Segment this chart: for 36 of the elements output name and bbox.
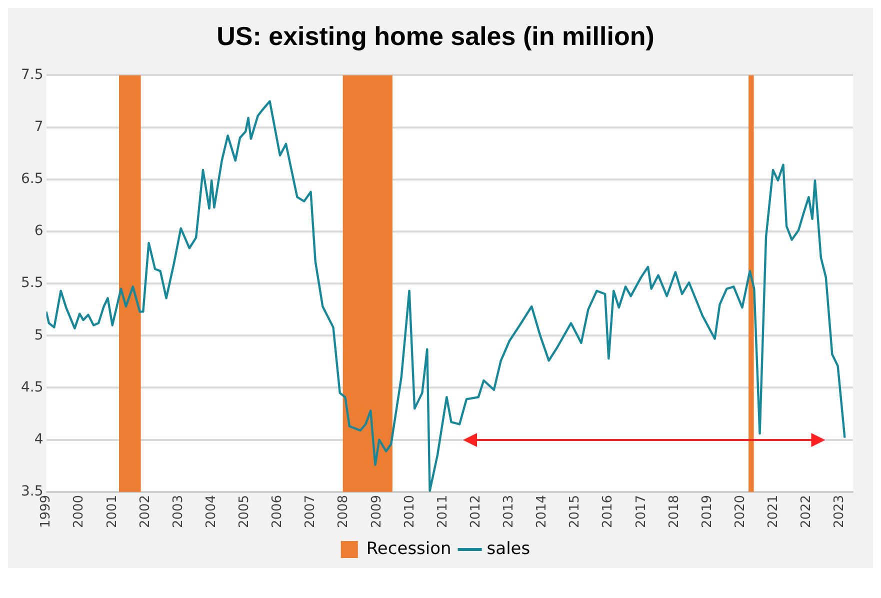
x-tick-label: 2002 xyxy=(138,494,153,528)
x-tick-label: 2022 xyxy=(799,494,814,528)
x-tick-label: 2007 xyxy=(303,494,318,528)
chart-title: US: existing home sales (in million) xyxy=(216,20,654,51)
y-tick-label: 5.5 xyxy=(21,275,44,292)
x-tick-label: 2003 xyxy=(170,494,186,528)
x-tick-label: 2004 xyxy=(204,494,219,528)
x-tick-label: 1999 xyxy=(38,494,54,528)
x-tick-label: 2023 xyxy=(832,494,848,528)
y-tick-label: 4 xyxy=(34,431,44,448)
x-tick-label: 2005 xyxy=(237,494,252,528)
legend-label: Recession xyxy=(366,538,452,559)
x-tick-label: 2010 xyxy=(402,494,418,528)
y-tick-label: 6 xyxy=(34,223,44,240)
x-tick-label: 2016 xyxy=(600,494,616,528)
x-tick-label: 2019 xyxy=(700,494,715,528)
y-tick-label: 7 xyxy=(34,118,44,135)
x-tick-label: 2021 xyxy=(766,494,782,528)
y-tick-label: 4.5 xyxy=(21,379,44,396)
x-tick-label: 2014 xyxy=(534,494,550,528)
x-tick-label: 2011 xyxy=(435,494,450,528)
y-tick-label: 5 xyxy=(34,327,44,344)
x-tick-label: 2009 xyxy=(369,494,384,528)
x-tick-label: 2015 xyxy=(568,494,583,528)
x-tick-label: 2013 xyxy=(502,494,517,528)
legend-label: sales xyxy=(486,538,530,559)
x-tick-label: 2012 xyxy=(468,494,484,528)
x-tick-label: 2017 xyxy=(634,494,649,528)
x-tick-label: 2000 xyxy=(72,494,87,528)
x-tick-label: 2001 xyxy=(104,494,120,528)
x-tick-label: 2008 xyxy=(336,494,352,528)
x-tick-label: 2020 xyxy=(732,494,748,528)
y-tick-label: 7.5 xyxy=(21,66,44,83)
x-tick-label: 2018 xyxy=(666,494,682,528)
y-tick-label: 6.5 xyxy=(21,171,44,188)
x-tick-label: 2006 xyxy=(270,494,286,528)
